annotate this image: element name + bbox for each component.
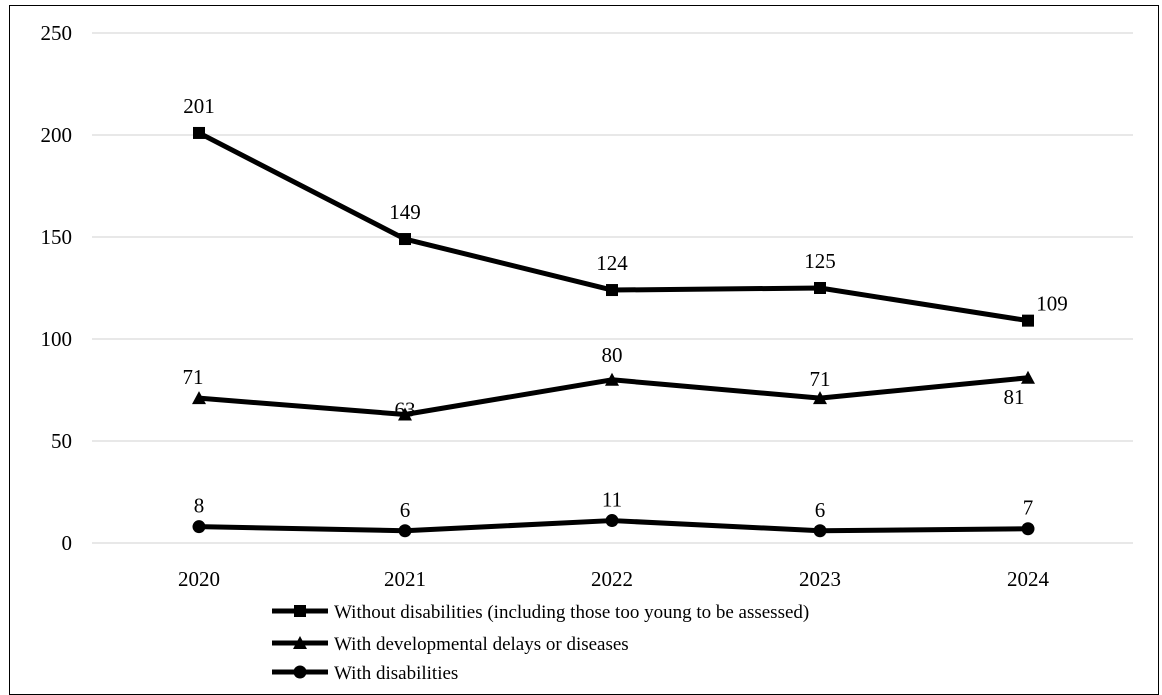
legend-label: With developmental delays or diseases (334, 634, 629, 655)
data-point-marker (399, 233, 411, 246)
legend-swatch-marker (294, 605, 306, 617)
legend-item: Without disabilities (including those to… (272, 602, 809, 623)
x-axis-ticks: 2020 2021 2022 2023 2024 (178, 567, 1050, 591)
x-tick-label: 2020 (178, 567, 220, 591)
legend-item: With disabilities (272, 663, 458, 682)
gridlines (92, 32, 1133, 544)
data-point-marker (192, 520, 206, 534)
y-tick-label: 150 (41, 225, 73, 249)
y-tick-label: 250 (41, 21, 73, 45)
series-triangle (192, 370, 1035, 421)
data-label: 80 (602, 343, 623, 367)
data-labels: 201 149 124 125 109 71 63 80 71 81 8 6 11 6 7 (183, 94, 1068, 522)
data-label: 81 (1004, 385, 1025, 409)
data-point-marker (398, 524, 412, 538)
data-label: 125 (804, 249, 836, 273)
legend-label: Without disabilities (including those to… (334, 602, 809, 623)
data-point-marker (1022, 314, 1034, 327)
x-tick-label: 2022 (591, 567, 633, 591)
data-label: 71 (810, 367, 831, 391)
legend-swatch-marker (293, 636, 307, 649)
legend-swatch-marker (293, 665, 307, 679)
data-label: 201 (183, 94, 215, 118)
y-tick-label: 200 (41, 123, 73, 147)
y-axis-ticks: 0 50 100 150 200 250 (41, 21, 73, 555)
legend: Without disabilities (including those to… (272, 602, 809, 682)
y-tick-label: 50 (51, 429, 72, 453)
data-point-marker (1021, 370, 1035, 384)
data-point-marker (605, 514, 619, 528)
x-tick-label: 2024 (1007, 567, 1050, 591)
series-square (193, 126, 1034, 327)
data-point-marker (813, 524, 827, 538)
data-label: 124 (596, 251, 628, 275)
y-tick-label: 0 (62, 531, 73, 555)
data-label: 109 (1036, 292, 1068, 316)
series-group (192, 126, 1035, 538)
data-label: 71 (183, 365, 204, 389)
x-tick-label: 2021 (384, 567, 426, 591)
data-label: 7 (1023, 496, 1034, 520)
data-point-marker (605, 372, 619, 386)
data-point-marker (398, 407, 412, 421)
data-label: 6 (815, 498, 826, 522)
data-point-marker (192, 391, 206, 405)
series-circle (192, 514, 1035, 538)
data-point-marker (814, 282, 826, 294)
data-label: 6 (400, 498, 411, 522)
x-tick-label: 2023 (799, 567, 841, 591)
data-point-marker (813, 391, 827, 405)
data-label: 8 (194, 494, 205, 518)
data-point-marker (606, 284, 618, 297)
data-label: 11 (602, 488, 622, 512)
data-label: 149 (389, 200, 421, 224)
y-tick-label: 100 (41, 327, 73, 351)
data-point-marker (1021, 522, 1035, 536)
legend-label: With disabilities (334, 663, 458, 682)
data-point-marker (193, 126, 205, 139)
chart-frame (9, 5, 1159, 695)
legend-item: With developmental delays or diseases (272, 634, 629, 655)
data-label: 63 (395, 397, 416, 421)
